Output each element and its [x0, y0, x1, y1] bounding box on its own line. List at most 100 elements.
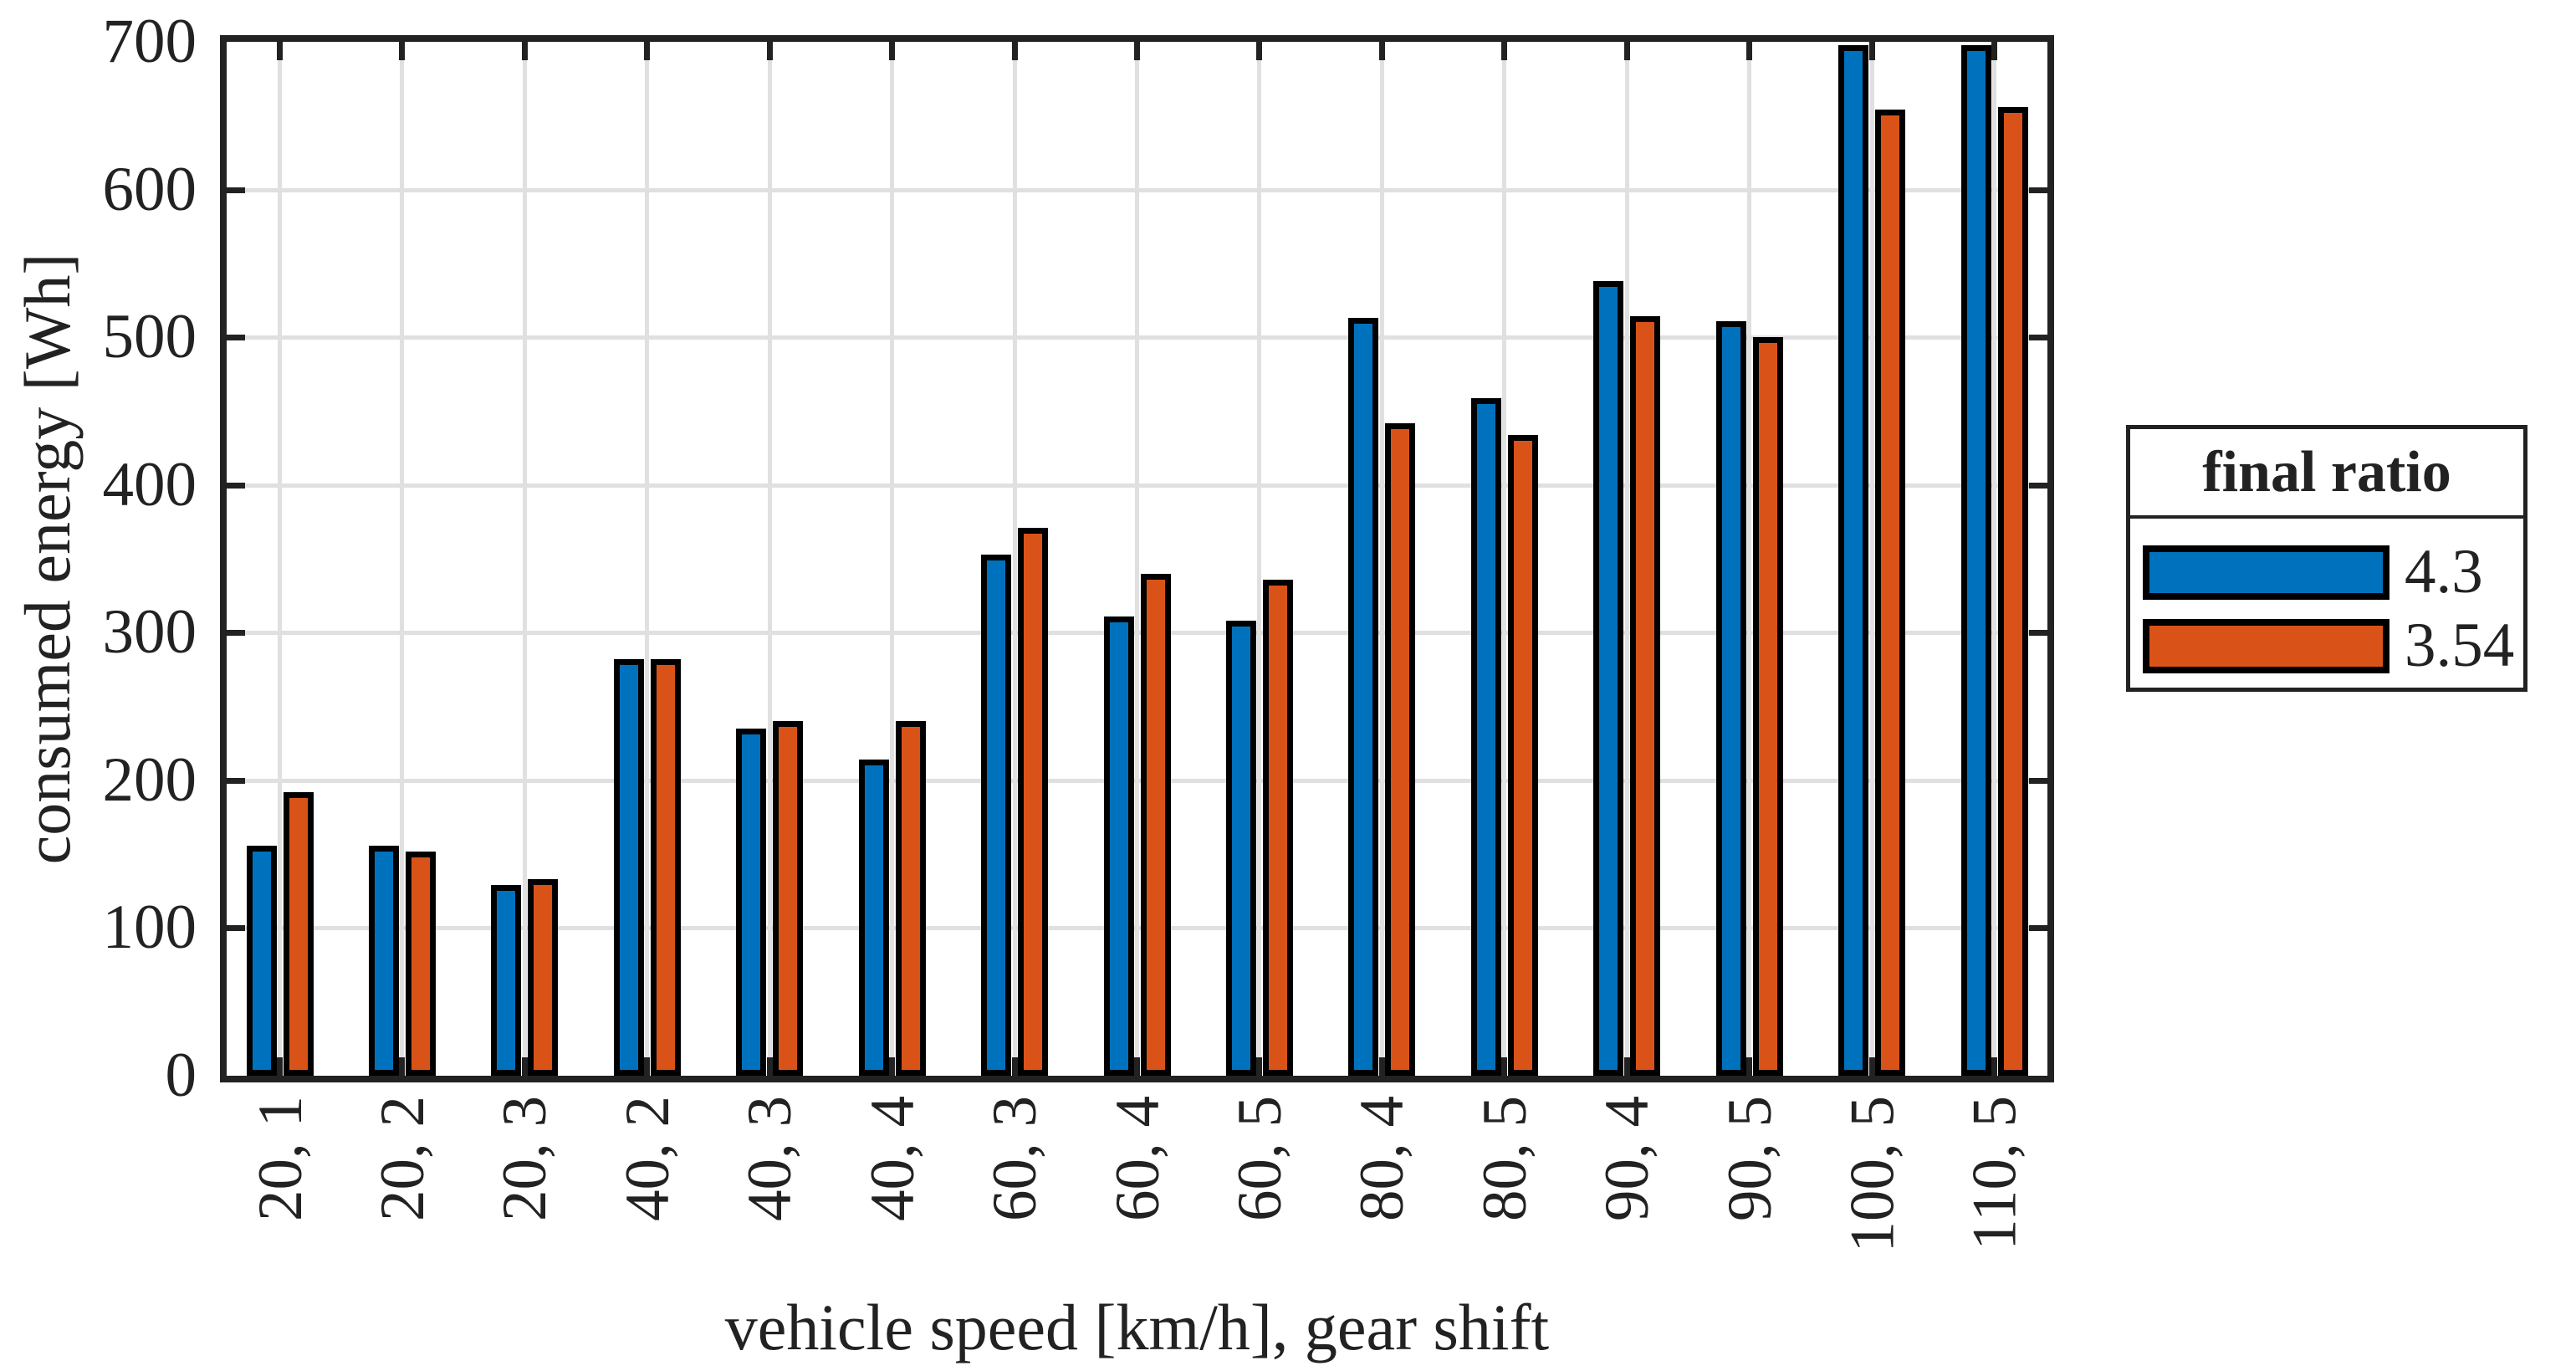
legend-item-label: 3.54: [2405, 611, 2515, 680]
y-tick-label: 400: [102, 450, 197, 519]
x-tick-mark: [1256, 1057, 1262, 1076]
y-tick-label: 500: [102, 302, 197, 371]
x-tick-mark: [767, 42, 773, 60]
x-tick-mark: [644, 1057, 650, 1076]
bar-ratio-4-3: [491, 885, 521, 1076]
x-axis-label: vehicle speed [km/h], gear shift: [724, 1291, 1550, 1363]
x-tick-label: 20, 3: [490, 1096, 560, 1221]
x-tick-mark: [1134, 42, 1140, 60]
y-tick-mark: [227, 483, 245, 489]
x-tick-mark: [277, 1057, 283, 1076]
bar-ratio-3-54: [1018, 528, 1048, 1076]
y-tick-label: 100: [102, 893, 197, 962]
y-tick-label: 600: [102, 155, 197, 224]
legend-items: 4.3 3.54: [2130, 519, 2523, 683]
x-gridline: [1135, 42, 1139, 1076]
bar-ratio-4-3: [369, 846, 399, 1076]
legend-item: 3.54: [2130, 609, 2523, 683]
x-gridline: [523, 42, 527, 1076]
bar-ratio-4-3: [736, 729, 766, 1076]
x-tick-mark: [1379, 42, 1385, 60]
y-tick-mark: [2029, 630, 2047, 636]
x-tick-mark: [1991, 42, 1997, 60]
x-tick-mark: [767, 1057, 773, 1076]
x-tick-mark: [1746, 1057, 1752, 1076]
x-gridline: [1013, 42, 1017, 1076]
bar-ratio-4-3: [614, 659, 644, 1076]
x-tick-mark: [1624, 1057, 1630, 1076]
x-tick-mark: [1991, 1057, 1997, 1076]
bar-ratio-4-3: [1593, 281, 1623, 1076]
x-tick-label: 40, 2: [613, 1096, 682, 1221]
x-tick-mark: [1869, 1057, 1875, 1076]
x-tick-label: 60, 3: [980, 1096, 1050, 1221]
y-tick-label: 200: [102, 745, 197, 815]
x-tick-mark: [1256, 42, 1262, 60]
bar-ratio-4-3: [247, 846, 277, 1076]
y-tick-mark: [227, 925, 245, 931]
x-gridline: [1747, 42, 1751, 1076]
x-tick-mark: [1379, 1057, 1385, 1076]
x-tick-mark: [889, 1057, 895, 1076]
bar-ratio-3-54: [651, 659, 681, 1076]
bar-ratio-4-3: [1961, 45, 1991, 1076]
bar-ratio-3-54: [773, 721, 803, 1076]
x-gridline: [1992, 42, 1996, 1076]
x-tick-label: 110, 5: [1960, 1096, 2030, 1251]
x-tick-mark: [644, 42, 650, 60]
x-tick-label: 90, 5: [1715, 1096, 1785, 1221]
x-tick-label: 80, 4: [1347, 1096, 1417, 1221]
x-tick-mark: [1624, 42, 1630, 60]
bar-ratio-3-54: [1753, 337, 1783, 1076]
bar-ratio-4-3: [1104, 616, 1134, 1076]
x-tick-label: 40, 4: [858, 1096, 928, 1221]
bar-ratio-3-54: [1630, 316, 1660, 1076]
x-tick-mark: [1012, 1057, 1018, 1076]
legend: final ratio 4.3 3.54: [2126, 425, 2527, 692]
bar-ratio-4-3: [981, 555, 1011, 1076]
bar-ratio-3-54: [1875, 110, 1905, 1076]
x-tick-mark: [1501, 1057, 1507, 1076]
x-tick-mark: [1012, 42, 1018, 60]
x-tick-label: 100, 5: [1837, 1096, 1907, 1253]
x-gridline: [400, 42, 404, 1076]
x-tick-mark: [1746, 42, 1752, 60]
y-tick-label: 300: [102, 597, 197, 667]
x-tick-label: 20, 1: [246, 1096, 315, 1221]
x-gridline: [1257, 42, 1261, 1076]
x-tick-label: 60, 4: [1103, 1096, 1173, 1221]
bar-ratio-3-54: [896, 721, 926, 1076]
x-tick-mark: [1134, 1057, 1140, 1076]
legend-title: final ratio: [2130, 429, 2523, 519]
bar-ratio-3-54: [1508, 435, 1538, 1076]
y-tick-mark: [2029, 925, 2047, 931]
y-tick-label: 700: [102, 7, 197, 76]
x-tick-label: 40, 3: [735, 1096, 805, 1221]
bar-ratio-4-3: [1348, 318, 1378, 1076]
bar-ratio-4-3: [859, 760, 889, 1076]
y-tick-mark: [2029, 187, 2047, 193]
x-tick-label: 60, 5: [1225, 1096, 1295, 1221]
x-tick-mark: [889, 42, 895, 60]
bar-ratio-3-54: [1141, 574, 1171, 1076]
bar-ratio-3-54: [284, 792, 314, 1076]
x-tick-mark: [1869, 42, 1875, 60]
x-tick-mark: [399, 1057, 405, 1076]
x-gridline: [278, 42, 282, 1076]
y-tick-mark: [2029, 778, 2047, 784]
legend-swatch: [2143, 618, 2389, 673]
plot-area: [220, 35, 2054, 1082]
x-gridline: [1870, 42, 1874, 1076]
x-tick-mark: [522, 42, 528, 60]
y-tick-mark: [2029, 335, 2047, 340]
bar-ratio-3-54: [406, 852, 436, 1076]
x-gridline: [890, 42, 894, 1076]
x-gridline: [1380, 42, 1384, 1076]
legend-item: 4.3: [2130, 535, 2523, 609]
x-gridline: [645, 42, 649, 1076]
bar-ratio-4-3: [1471, 398, 1501, 1076]
x-gridline: [1502, 42, 1506, 1076]
bar-ratio-3-54: [1998, 107, 2028, 1076]
x-tick-mark: [522, 1057, 528, 1076]
x-tick-label: 20, 2: [368, 1096, 437, 1221]
